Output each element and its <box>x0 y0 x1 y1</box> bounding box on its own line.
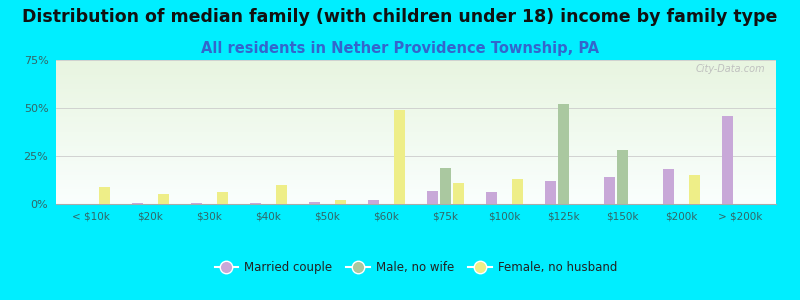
Bar <box>158 194 169 204</box>
Text: Distribution of median family (with children under 18) income by family type: Distribution of median family (with chil… <box>22 8 778 26</box>
Bar <box>250 203 261 204</box>
Bar <box>334 200 346 204</box>
Text: All residents in Nether Providence Township, PA: All residents in Nether Providence Towns… <box>201 40 599 56</box>
Bar <box>427 190 438 204</box>
Bar <box>512 179 523 204</box>
Text: City-Data.com: City-Data.com <box>695 64 766 74</box>
Bar <box>722 116 734 204</box>
Bar <box>190 203 202 204</box>
Bar <box>217 193 228 204</box>
Bar <box>663 169 674 204</box>
Bar <box>453 183 464 204</box>
Bar <box>98 187 110 204</box>
Bar <box>440 167 451 204</box>
Bar <box>132 203 143 204</box>
Bar <box>545 181 556 204</box>
Bar <box>368 200 379 204</box>
Bar <box>617 150 628 204</box>
Bar <box>486 193 498 204</box>
Bar <box>309 202 320 204</box>
Bar <box>558 104 570 204</box>
Bar <box>604 177 615 204</box>
Bar <box>394 110 405 204</box>
Bar <box>689 175 700 204</box>
Bar <box>276 185 287 204</box>
Legend: Married couple, Male, no wife, Female, no husband: Married couple, Male, no wife, Female, n… <box>210 256 622 279</box>
